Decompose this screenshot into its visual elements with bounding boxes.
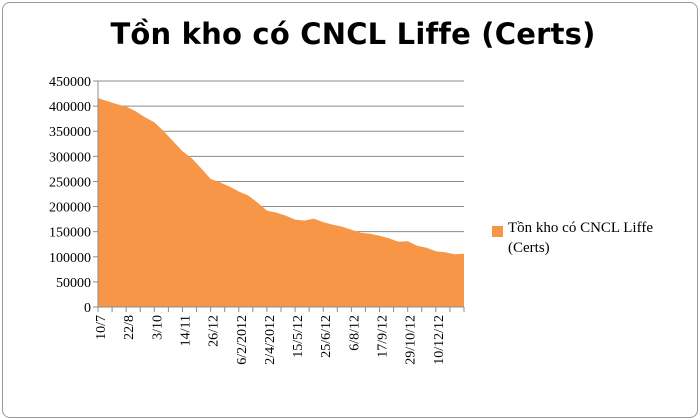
x-tick-label: 6/8/12 [347,315,362,351]
x-tick-label: 26/12 [207,315,222,347]
y-tick-label: 250000 [49,175,91,190]
y-tick-label: 0 [84,301,91,316]
y-tick-label: 300000 [49,150,91,165]
y-tick-label: 100000 [49,251,91,266]
legend-label: Tồn kho có CNCL Liffe (Certs) [508,220,653,256]
y-tick-label: 150000 [49,226,91,241]
x-tick-label: 2/4/2012 [263,315,278,365]
x-tick-label: 10/7 [94,315,109,340]
chart-title: Tồn kho có CNCL Liffe (Certs) [110,17,596,51]
x-tick-label: 3/10 [150,315,165,340]
x-tick-label: 14/11 [178,315,193,346]
x-tick-label: 15/5/12 [291,315,306,358]
y-tick-label: 400000 [49,100,91,115]
x-tick-label: 25/6/12 [319,315,334,358]
y-tick-label: 200000 [49,201,91,216]
y-tick-label: 450000 [49,75,91,90]
legend-swatch [492,226,503,237]
x-tick-label: 22/8 [122,315,137,340]
series-area [98,98,464,307]
x-tick-label: 29/10/12 [404,315,419,365]
x-tick-label: 17/9/12 [376,315,391,358]
y-tick-label: 350000 [49,125,91,140]
y-tick-label: 50000 [56,276,91,291]
x-tick-label: 10/12/12 [432,315,447,365]
x-tick-label: 6/2/2012 [235,315,250,365]
